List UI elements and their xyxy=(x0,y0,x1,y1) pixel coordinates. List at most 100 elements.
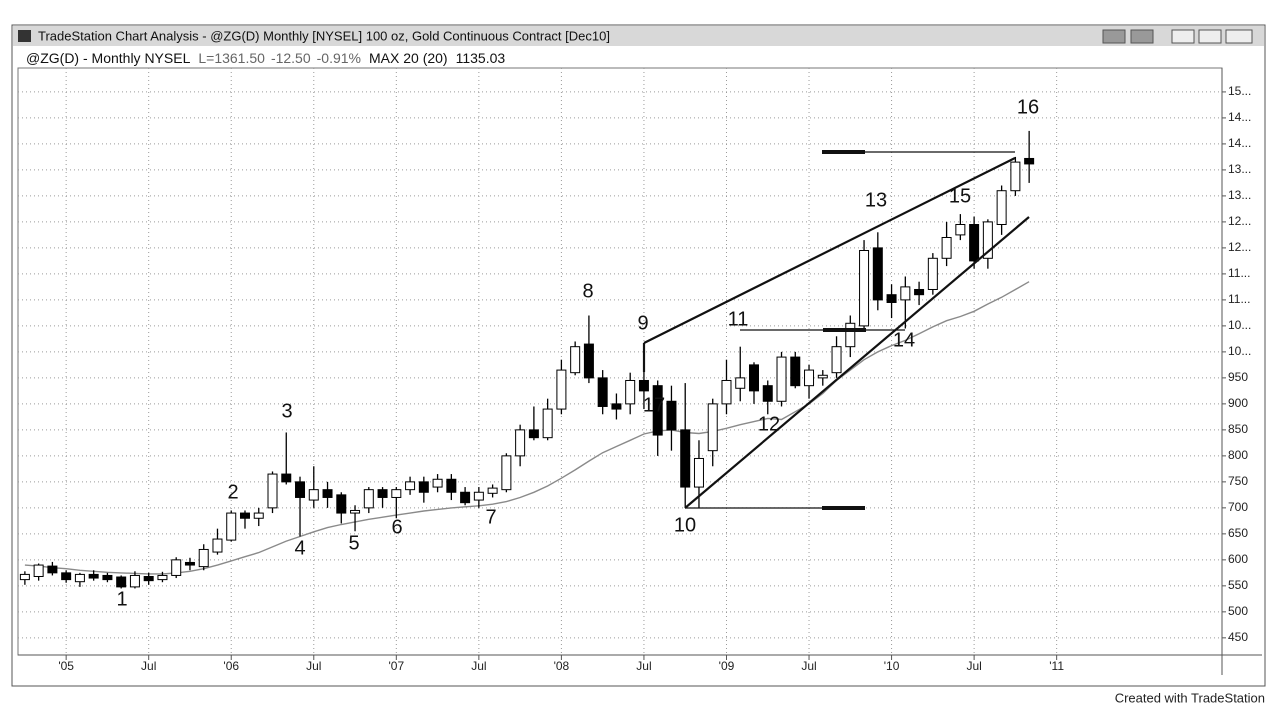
x-tick-label: Jul xyxy=(471,659,486,673)
wave-label: 8 xyxy=(582,280,593,302)
y-tick-label: 800 xyxy=(1228,448,1248,462)
wave-label: 1 xyxy=(116,588,127,610)
y-tick-label: 500 xyxy=(1228,604,1248,618)
wave-label: 14 xyxy=(893,329,915,351)
candle-body xyxy=(748,364,759,392)
candle-body xyxy=(528,429,539,439)
ma-name: MAX 20 (20) xyxy=(369,50,448,66)
candle-body xyxy=(762,385,773,402)
candle-body xyxy=(460,491,471,504)
candle-body xyxy=(955,223,966,236)
x-tick-label: Jul xyxy=(141,659,156,673)
candle-body xyxy=(790,356,801,387)
candle-body xyxy=(721,379,732,405)
candle-body xyxy=(804,369,815,387)
chart-header: @ZG(D) - Monthly NYSEL L=1361.50 -12.50 -0.… xyxy=(26,50,505,66)
candle-body xyxy=(652,385,663,436)
candle-body xyxy=(212,538,223,553)
candle-body xyxy=(391,489,402,498)
wave-label: 12 xyxy=(758,413,780,435)
candle-body xyxy=(941,236,952,259)
maximize-button[interactable] xyxy=(1198,29,1222,44)
candle-body xyxy=(996,190,1007,225)
window-title: TradeStation Chart Analysis - @ZG(D) Mon… xyxy=(38,28,610,43)
toolbar-button[interactable] xyxy=(1130,29,1154,44)
candle-body xyxy=(969,223,980,262)
x-tick-label: Jul xyxy=(801,659,816,673)
candle-body xyxy=(473,491,484,501)
candle-body xyxy=(198,548,209,568)
y-tick-label: 11... xyxy=(1228,292,1250,306)
x-tick-label: '09 xyxy=(719,659,735,673)
candle-body xyxy=(693,457,704,488)
y-tick-label: 12... xyxy=(1228,214,1251,228)
x-tick-label: '08 xyxy=(554,659,570,673)
x-tick-label: Jul xyxy=(966,659,981,673)
candle-body xyxy=(295,481,306,498)
candle-body xyxy=(583,343,594,379)
candle-body xyxy=(831,346,842,374)
toolbar-button[interactable] xyxy=(1102,29,1126,44)
wave-label: 17 xyxy=(643,394,665,416)
candle-body xyxy=(143,575,154,582)
y-tick-label: 600 xyxy=(1228,552,1248,566)
trend-line xyxy=(684,216,1030,509)
wave-label: 6 xyxy=(391,516,402,538)
candle-body xyxy=(281,473,292,483)
x-tick-label: '06 xyxy=(223,659,239,673)
candle-body xyxy=(102,574,113,581)
candle-body xyxy=(363,489,374,509)
close-button[interactable] xyxy=(1225,29,1253,44)
y-tick-label: 13... xyxy=(1228,162,1251,176)
y-tick-label: 550 xyxy=(1228,578,1248,592)
candle-body xyxy=(405,481,416,491)
candle-body xyxy=(707,403,718,452)
candle-body xyxy=(322,489,333,498)
candle-body xyxy=(74,573,85,583)
y-tick-label: 950 xyxy=(1228,370,1248,384)
symbol: @ZG(D) - Monthly NYSEL xyxy=(26,50,191,66)
candle-body xyxy=(88,573,99,579)
y-tick-label: 650 xyxy=(1228,526,1248,540)
candle-body xyxy=(1024,157,1035,165)
candle-body xyxy=(680,429,691,488)
y-tick-label: 14... xyxy=(1228,136,1251,150)
wave-label: 9 xyxy=(637,312,648,334)
wave-label: 5 xyxy=(348,532,359,554)
footer: Created with TradeStation xyxy=(1115,690,1265,705)
candle-body xyxy=(377,489,388,498)
candle-body xyxy=(350,509,361,514)
candle-body xyxy=(171,559,182,576)
candle-body xyxy=(982,221,993,259)
candle-body xyxy=(597,377,608,407)
candle-body xyxy=(914,288,925,296)
title-bar xyxy=(13,26,1264,46)
change: -12.50 xyxy=(271,50,311,66)
candle-body xyxy=(33,564,44,577)
candle-body xyxy=(900,286,911,301)
wave-label: 7 xyxy=(485,506,496,528)
candle-body xyxy=(308,489,319,501)
candle-body xyxy=(666,400,677,431)
minimize-button[interactable] xyxy=(1171,29,1195,44)
candle-body xyxy=(19,573,30,581)
y-tick-label: 450 xyxy=(1228,630,1248,644)
y-tick-label: 10... xyxy=(1228,344,1251,358)
candle-body xyxy=(239,512,250,519)
candle-body xyxy=(184,561,195,566)
plot: 450 500 550 600 650 700 750 800 850 900 950 10... 10… xyxy=(18,68,1251,673)
candle-body xyxy=(872,247,883,301)
candle-body xyxy=(625,379,636,405)
wave-label: 10 xyxy=(674,514,696,536)
candle-body xyxy=(542,408,553,439)
y-tick-label: 700 xyxy=(1228,500,1248,514)
moving-average-line xyxy=(24,281,1030,575)
y-tick-label: 10... xyxy=(1228,318,1251,332)
candle-body xyxy=(515,429,526,457)
y-tick-label: 11... xyxy=(1228,266,1250,280)
x-tick-label: Jul xyxy=(306,659,321,673)
wave-label: 15 xyxy=(949,185,971,207)
y-tick-label: 14... xyxy=(1228,110,1251,124)
candle-body xyxy=(556,369,567,410)
